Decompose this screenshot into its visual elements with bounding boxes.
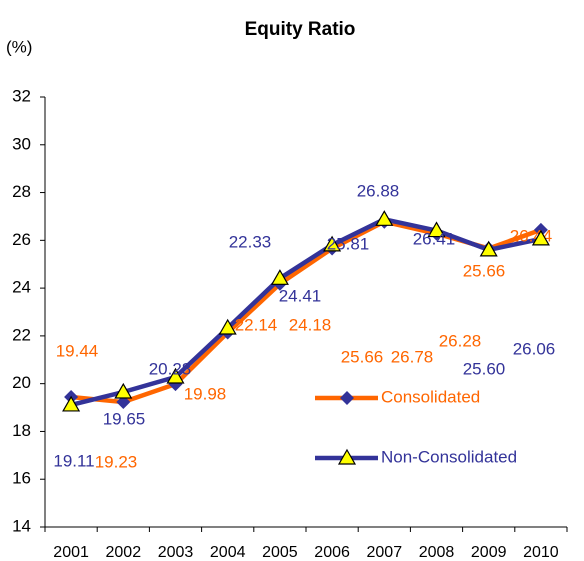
- point-marker: [375, 210, 394, 226]
- point-marker: [427, 221, 446, 238]
- point-marker: [218, 318, 237, 335]
- data-label: 25.60: [463, 359, 506, 378]
- data-label: 26.78: [391, 347, 434, 366]
- y-tick-label: 28: [12, 182, 31, 201]
- data-label: 19.23: [95, 452, 138, 471]
- point-marker: [479, 240, 498, 257]
- data-label: 20.28: [149, 359, 192, 378]
- series-line: [70, 217, 542, 408]
- point-marker: [270, 269, 289, 285]
- y-axis-label: (%): [6, 37, 32, 56]
- x-tick-label: 2008: [419, 544, 455, 561]
- x-tick-label: 2010: [523, 544, 559, 561]
- x-tick-label: 2009: [471, 544, 507, 561]
- data-label: 25.81: [327, 234, 370, 253]
- x-tick-label: 2001: [53, 544, 89, 561]
- y-tick-label: 30: [12, 134, 31, 153]
- y-tick-label: 20: [12, 373, 31, 392]
- y-tick-label: 16: [12, 469, 31, 488]
- point-marker: [114, 382, 133, 399]
- data-label: 19.44: [56, 341, 99, 360]
- y-tick-label: 32: [12, 86, 31, 105]
- data-label: 24.18: [289, 315, 332, 334]
- legend-label: Consolidated: [381, 387, 480, 406]
- chart-title: Equity Ratio: [245, 19, 356, 40]
- data-label: 19.98: [184, 384, 227, 403]
- y-tick-label: 14: [12, 516, 31, 535]
- y-tick-label: 18: [12, 421, 31, 440]
- x-tick-label: 2003: [158, 544, 194, 561]
- x-tick-label: 2006: [314, 544, 350, 561]
- data-label: 26.41: [413, 229, 456, 248]
- data-label: 26.06: [513, 339, 556, 358]
- data-label: 19.11: [53, 451, 94, 470]
- point-marker: [166, 367, 185, 384]
- data-label: 19.65: [103, 409, 146, 428]
- y-tick-label: 24: [12, 278, 31, 297]
- data-label: 26.88: [357, 181, 400, 200]
- x-tick-label: 2004: [210, 544, 246, 561]
- point-marker: [62, 395, 81, 412]
- data-label: 24.41: [279, 286, 322, 305]
- legend-marker: [337, 448, 357, 465]
- legend-marker: [340, 391, 354, 405]
- data-label: 22.14: [235, 315, 278, 334]
- y-tick-label: 22: [12, 325, 31, 344]
- point-marker: [531, 229, 550, 246]
- data-label: 25.66: [341, 347, 384, 366]
- legend-label: Non-Consolidated: [381, 447, 517, 466]
- data-label: 25.66: [463, 261, 506, 280]
- data-label: 22.33: [229, 232, 272, 251]
- y-tick-label: 26: [12, 230, 31, 249]
- x-tick-label: 2002: [106, 544, 142, 561]
- data-label: 26.28: [439, 331, 482, 350]
- point-marker: [323, 235, 342, 252]
- x-tick-label: 2005: [262, 544, 298, 561]
- x-tick-label: 2007: [367, 544, 403, 561]
